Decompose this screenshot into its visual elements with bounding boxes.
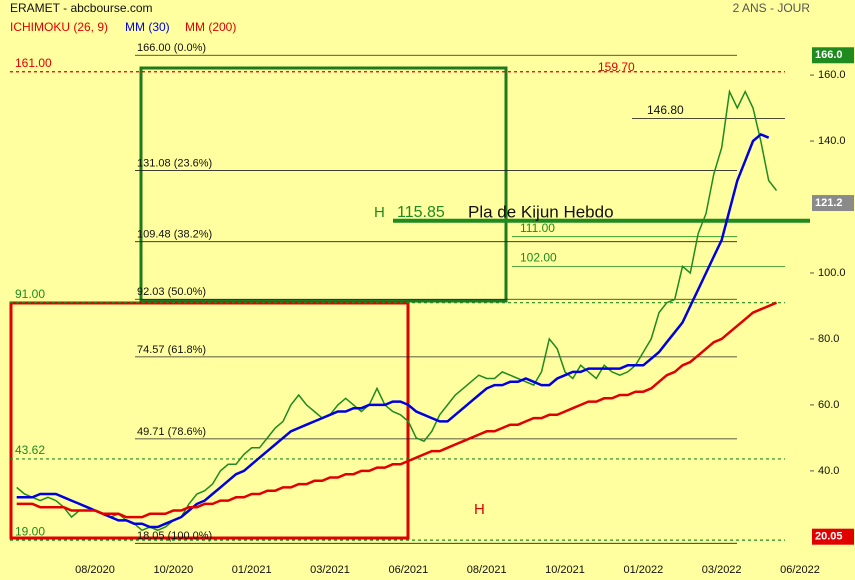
level-label: 161.00 — [15, 56, 52, 70]
x-tick-label: 08/2020 — [75, 564, 115, 576]
moving-average — [16, 301, 777, 519]
level-label: 102.00 — [520, 251, 557, 265]
fib-label: 49.71 (78.6%) — [137, 426, 206, 438]
x-tick-label: 08/2021 — [467, 564, 507, 576]
x-tick-label: 10/2020 — [153, 564, 193, 576]
x-tick-label: 01/2022 — [623, 564, 663, 576]
x-tick-label: 06/2021 — [388, 564, 428, 576]
zone-box — [139, 66, 508, 303]
price-box-label: 121.2 — [815, 197, 843, 209]
y-tick-label: 80.0 — [818, 333, 839, 345]
moving-average — [16, 132, 770, 529]
x-tick-label: 03/2021 — [310, 564, 350, 576]
fib-label: 131.08 (23.6%) — [137, 157, 212, 169]
x-tick-label: 01/2021 — [232, 564, 272, 576]
fib-label: 109.48 (38.2%) — [137, 229, 212, 241]
level-label: 111.00 — [520, 221, 555, 235]
price-line — [16, 89, 778, 532]
legend-item: MM (30) — [125, 20, 170, 34]
annotation: H — [474, 501, 485, 518]
chart-subtitle: 2 ANS - JOUR — [733, 1, 811, 15]
price-box-label: 20.05 — [815, 531, 843, 543]
level-label: 91.00 — [15, 287, 45, 301]
y-tick-label: 140.0 — [818, 135, 846, 147]
legend-item: ICHIMOKU (26, 9) — [10, 20, 108, 34]
y-tick-label: 100.0 — [818, 267, 846, 279]
fib-label: 18.05 (100.0%) — [137, 530, 212, 542]
y-tick-label: 60.0 — [818, 399, 839, 411]
y-tick-label: 160.0 — [818, 69, 846, 81]
fib-label: 166.00 (0.0%) — [137, 42, 206, 54]
x-tick-label: 03/2022 — [702, 564, 742, 576]
price-box — [812, 47, 854, 64]
fib-label: 74.57 (61.8%) — [137, 344, 206, 356]
level-label: 43.62 — [15, 443, 45, 457]
x-tick-label: 10/2021 — [545, 564, 585, 576]
price-box — [812, 528, 854, 545]
legend-item: MM (200) — [185, 20, 236, 34]
price-box — [812, 195, 854, 212]
level-label: 146.80 — [647, 103, 684, 117]
level-label: 115.85 — [397, 204, 445, 221]
x-tick-label: 06/2022 — [780, 564, 820, 576]
level-label: 19.00 — [15, 524, 45, 538]
annotation: H — [374, 204, 385, 221]
y-tick-label: 40.0 — [818, 465, 839, 477]
price-box-label: 166.0 — [815, 49, 843, 61]
annotation: Pla de Kijun Hebdo — [468, 202, 614, 221]
level-label: 159.70 — [598, 60, 635, 74]
fib-label: 92.03 (50.0%) — [137, 286, 206, 298]
chart-title: ERAMET - abcbourse.com — [10, 1, 153, 15]
